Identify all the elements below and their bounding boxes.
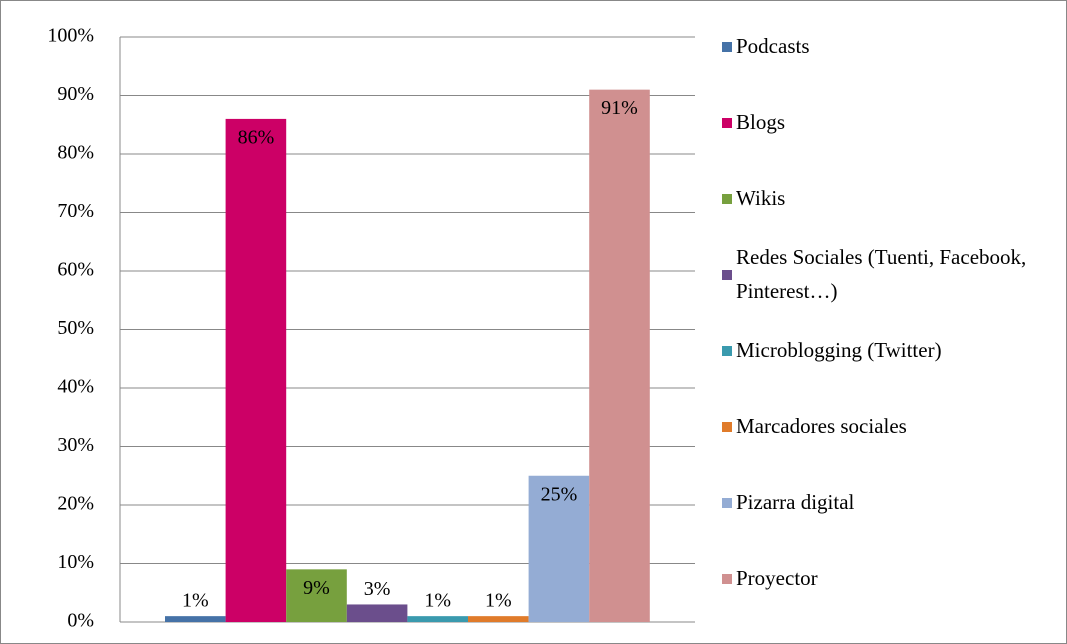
- y-tick-label: 50%: [57, 317, 94, 339]
- legend-label: Marcadores sociales: [736, 414, 907, 439]
- legend-swatch: [722, 270, 732, 280]
- legend-item: Wikis: [722, 164, 1057, 234]
- y-tick-label: 70%: [57, 200, 94, 222]
- legend-swatch: [722, 194, 732, 204]
- y-tick-label: 90%: [57, 83, 94, 105]
- data-label: 3%: [364, 578, 391, 600]
- legend-label: Wikis: [736, 186, 786, 211]
- bar: [225, 118, 287, 623]
- legend-item: Marcadores sociales: [722, 392, 1057, 462]
- legend-item: Pizarra digital: [722, 468, 1057, 538]
- legend-swatch: [722, 118, 732, 128]
- legend-item: Proyector: [722, 544, 1057, 614]
- bar: [286, 569, 347, 622]
- legend-label: Redes Sociales (Tuenti, Facebook, Pinter…: [736, 245, 1027, 303]
- bar: [165, 616, 226, 622]
- data-label: 91%: [601, 97, 638, 119]
- y-tick-label: 60%: [57, 259, 94, 281]
- legend-swatch: [722, 42, 732, 52]
- bar: [528, 475, 590, 622]
- legend-label: Blogs: [736, 110, 786, 135]
- y-tick-label: 80%: [57, 142, 94, 164]
- bar: [589, 89, 650, 622]
- legend-swatch: [722, 574, 732, 584]
- y-tick-label: 20%: [57, 493, 94, 515]
- legend-label: Proyector: [736, 566, 818, 591]
- legend-item: Redes Sociales (Tuenti, Facebook, Pinter…: [722, 240, 1057, 310]
- legend-swatch: [722, 498, 732, 508]
- y-tick-label: 40%: [57, 376, 94, 398]
- y-tick-label: 100%: [47, 25, 94, 47]
- y-tick-label: 0%: [67, 610, 94, 632]
- legend-label: Microblogging (Twitter): [736, 338, 942, 363]
- bar: [468, 616, 529, 622]
- legend-swatch: [722, 422, 732, 432]
- bar: [407, 616, 468, 622]
- data-label: 1%: [485, 590, 512, 612]
- legend-item: Microblogging (Twitter): [722, 316, 1057, 386]
- data-label: 86%: [238, 126, 275, 148]
- data-label: 1%: [424, 590, 451, 612]
- bar: [346, 604, 408, 622]
- legend-label: Podcasts: [736, 34, 810, 59]
- legend-swatch: [722, 346, 732, 356]
- data-label: 25%: [541, 483, 578, 505]
- data-label: 9%: [303, 577, 330, 599]
- y-tick-label: 10%: [57, 551, 94, 573]
- data-label: 1%: [182, 590, 209, 612]
- y-tick-label: 30%: [57, 434, 94, 456]
- legend-item: Blogs: [722, 88, 1057, 158]
- legend-label: Pizarra digital: [736, 490, 855, 515]
- legend-item: Podcasts: [722, 12, 1057, 82]
